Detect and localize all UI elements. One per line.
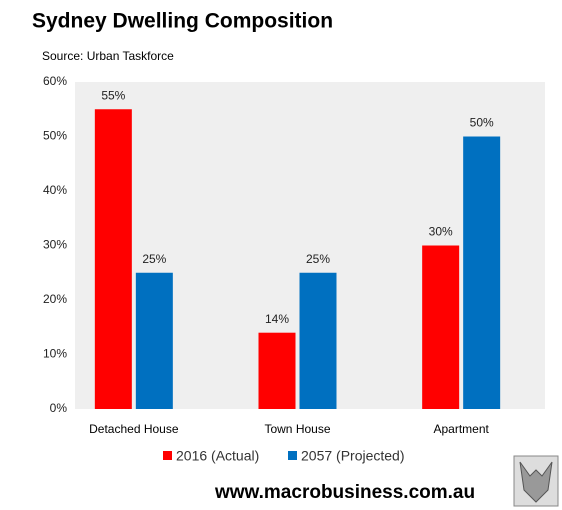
x-tick-label: Detached House xyxy=(89,422,179,436)
value-label: 50% xyxy=(470,116,494,130)
y-tick-label: 10% xyxy=(43,347,67,361)
chart-subtitle: Source: Urban Taskforce xyxy=(42,49,174,63)
legend-swatch xyxy=(288,451,297,460)
value-label: 55% xyxy=(101,88,125,102)
chart-title: Sydney Dwelling Composition xyxy=(32,10,333,33)
y-tick-label: 0% xyxy=(50,401,68,415)
legend-swatch xyxy=(163,451,172,460)
value-label: 25% xyxy=(142,252,166,266)
x-tick-label: Town House xyxy=(264,422,330,436)
y-tick-label: 50% xyxy=(43,129,67,143)
logo-wolf xyxy=(519,461,553,503)
bar xyxy=(463,136,501,409)
bar xyxy=(135,272,173,409)
x-tick-label: Apartment xyxy=(433,422,489,436)
value-label: 25% xyxy=(306,252,330,266)
legend-label: 2057 (Projected) xyxy=(301,448,405,464)
legend-label: 2016 (Actual) xyxy=(176,448,259,464)
bar xyxy=(258,332,296,409)
y-tick-label: 40% xyxy=(43,183,67,197)
y-tick-label: 60% xyxy=(43,74,67,88)
bar xyxy=(299,272,337,409)
logo xyxy=(513,455,559,507)
value-label: 30% xyxy=(429,225,453,239)
y-tick-label: 20% xyxy=(43,292,67,306)
bar xyxy=(94,109,132,409)
bar xyxy=(422,245,460,409)
value-label: 14% xyxy=(265,312,289,326)
footer: www.macrobusiness.com.au xyxy=(214,482,475,503)
y-tick-label: 30% xyxy=(43,238,67,252)
